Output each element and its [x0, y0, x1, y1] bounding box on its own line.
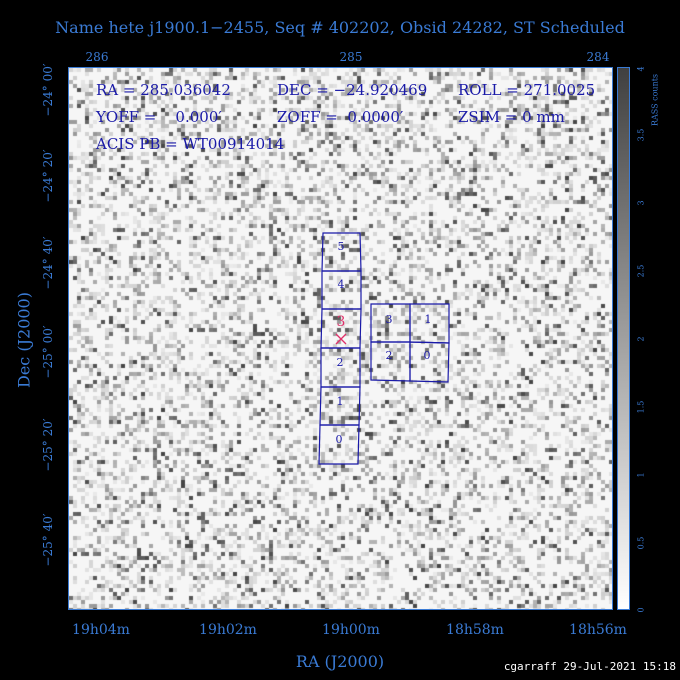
chip-label-s0: 0 [424, 349, 431, 362]
chip-label-s1: 1 [425, 313, 432, 326]
acis-chip-overlay: 5 4 2 1 0 3 1 2 0 3 [318, 232, 450, 465]
aimpoint-marker [335, 333, 347, 345]
info-yoff: YOFF = 0.000′ [96, 108, 222, 126]
bottom-tick-4: 18h56m [569, 622, 627, 638]
chip-label-1: 1 [337, 395, 344, 408]
plot-title: Name hete j1900.1−2455, Seq # 402202, Ob… [55, 18, 625, 37]
bottom-tick-0: 19h04m [72, 622, 130, 638]
aimpoint-chip-label: 3 [337, 314, 346, 330]
chip-label-5: 5 [338, 240, 345, 253]
chip-label-s3: 3 [386, 313, 393, 326]
left-tick-2: −24° 40′ [41, 236, 55, 290]
left-tick-0: −24° 00′ [41, 63, 55, 117]
top-tick-284: 284 [586, 50, 610, 64]
info-ra: RA = 285.036042 [96, 81, 231, 99]
cbar-tick-6: 3 [636, 200, 646, 206]
cbar-tick-5: 2.5 [636, 264, 646, 278]
footer-stamp: cgarraff 29-Jul-2021 15:18 [503, 660, 676, 673]
info-dec: DEC = −24.920469 [277, 81, 428, 99]
chip-label-s2: 2 [386, 349, 393, 362]
cbar-tick-4: 2 [636, 336, 646, 342]
cbar-tick-8: 4 [636, 66, 646, 72]
cbar-tick-2: 1 [636, 472, 646, 478]
left-tick-5: −25° 40′ [41, 513, 55, 567]
cbar-tick-0: 0 [636, 607, 646, 613]
colorbar [617, 67, 630, 610]
cbar-tick-7: 3.5 [636, 128, 646, 142]
x-axis-label: RA (J2000) [295, 652, 385, 671]
chip-label-4: 4 [338, 278, 345, 291]
bottom-tick-1: 19h02m [199, 622, 257, 638]
left-tick-4: −25° 20′ [41, 418, 55, 472]
y-axis-label: Dec (J2000) [14, 292, 34, 388]
chip-outline-s0 [409, 341, 450, 383]
chip-label-0: 0 [336, 433, 343, 446]
info-zsim: ZSIM = 0 mm [458, 108, 565, 126]
top-tick-286: 286 [85, 50, 109, 64]
chip-outline-0 [318, 424, 360, 465]
info-roll: ROLL = 271.0025 [458, 81, 596, 99]
chip-label-2: 2 [337, 356, 344, 369]
sky-image-plot[interactable]: 5 4 2 1 0 3 1 2 0 3 RA = 285.036042 DEC … [68, 67, 613, 610]
bottom-tick-2: 19h00m [322, 622, 380, 638]
cbar-tick-1: 0.5 [636, 536, 646, 550]
colorbar-label: RASS counts [650, 73, 660, 127]
bottom-tick-3: 18h58m [446, 622, 504, 638]
info-zoff: ZOFF = 0.0000′ [277, 108, 404, 126]
top-tick-285: 285 [339, 50, 363, 64]
info-acis: ACIS PB = WT00914014 [96, 135, 285, 153]
cbar-tick-3: 1.5 [636, 400, 646, 414]
left-tick-1: −24° 20′ [41, 149, 55, 203]
left-tick-3: −25° 00′ [41, 325, 55, 379]
